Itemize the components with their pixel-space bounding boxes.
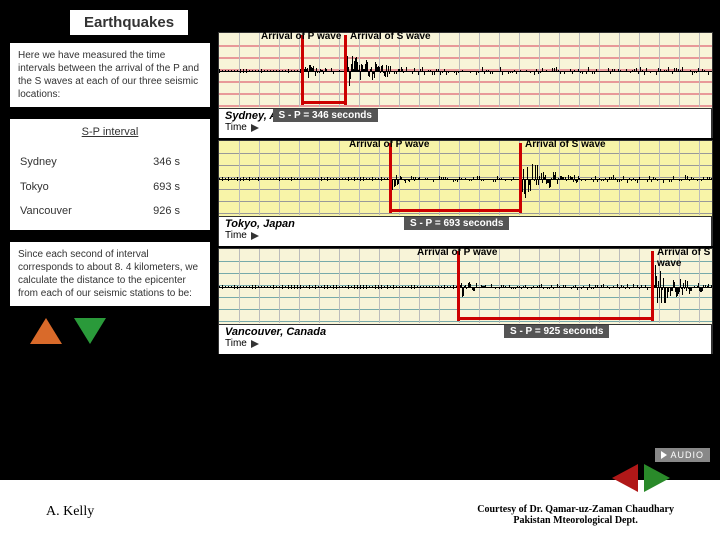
seismogram-1: Arrival of P wave Arrival of S wave S - P … (218, 140, 713, 246)
table-row: Vancouver926 s (20, 200, 200, 222)
p-wave-label: Arrival of P wave (261, 31, 341, 42)
seismogram-0: Arrival of P wave Arrival of S wave S - P … (218, 32, 713, 138)
table-row: Sydney346 s (20, 151, 200, 173)
audio-badge[interactable]: AUDIO (655, 448, 710, 462)
p-wave-label: Arrival of P wave (349, 139, 429, 150)
courtesy-label: Courtesy of Dr. Qamar-uz-Zaman Chaudhary… (471, 502, 680, 528)
sp-interval-table: Sydney346 s Tokyo693 s Vancouver926 s (18, 149, 202, 224)
triangle-down-icon[interactable] (74, 318, 106, 344)
page-title: Earthquakes (70, 10, 188, 35)
time-arrow-icon (251, 124, 259, 132)
sp-interval-bar (389, 209, 519, 212)
waveform-trace (219, 71, 712, 72)
nav-bottom (612, 464, 670, 492)
sp-interval-bar (301, 101, 344, 104)
nav-next-icon[interactable] (644, 464, 670, 492)
sp-value-label: S - P = 693 seconds (404, 217, 509, 230)
sp-value-label: S - P = 925 seconds (504, 325, 609, 338)
table-header: S-P interval (18, 125, 202, 139)
p-marker (457, 251, 460, 321)
s-wave-label: Arrival of S wave (350, 31, 431, 42)
nav-triangles (30, 318, 210, 344)
table-row: Tokyo693 s (20, 176, 200, 198)
time-arrow-icon (251, 232, 259, 240)
triangle-up-icon[interactable] (30, 318, 62, 344)
s-marker (344, 35, 347, 105)
seismogram-area: Arrival of P wave Arrival of S wave S - P … (218, 32, 713, 356)
data-table-box: S-P interval Sydney346 s Tokyo693 s Vanc… (10, 119, 210, 230)
author-label: A. Kelly (40, 502, 100, 522)
p-marker (301, 35, 304, 105)
p-marker (389, 143, 392, 213)
s-wave-label: Arrival of S wave (657, 247, 712, 269)
sp-interval-bar (457, 317, 651, 320)
nav-prev-icon[interactable] (612, 464, 638, 492)
s-wave-label: Arrival of S wave (525, 139, 606, 150)
intro-text: Here we have measured the time intervals… (10, 43, 210, 107)
p-wave-label: Arrival of P wave (417, 247, 497, 258)
calc-text: Since each second of interval correspond… (10, 242, 210, 306)
waveform-trace (219, 179, 712, 180)
station-label: Vancouver, CanadaTime (219, 324, 712, 354)
s-marker (651, 251, 654, 321)
play-icon (661, 451, 667, 459)
sp-value-label: S - P = 346 seconds (273, 109, 378, 122)
audio-label: AUDIO (670, 450, 704, 460)
s-marker (519, 143, 522, 213)
time-arrow-icon (251, 340, 259, 348)
waveform-trace (219, 287, 712, 288)
left-panel: Earthquakes Here we have measured the ti… (10, 10, 210, 344)
seismogram-2: Arrival of P wave Arrival of S wave S - P … (218, 248, 713, 354)
